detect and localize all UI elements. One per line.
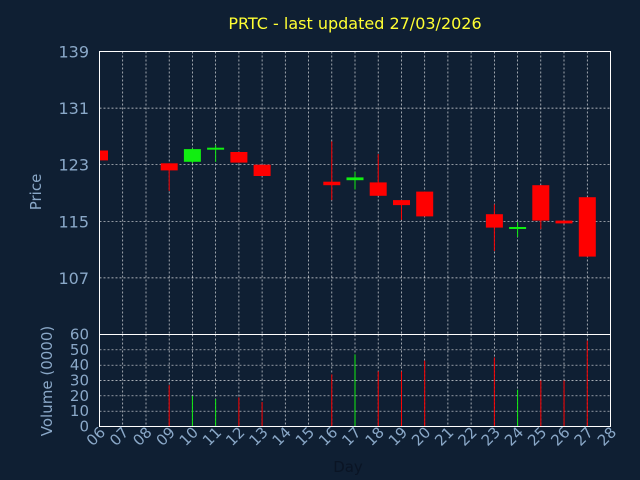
price-tick-label: 131 <box>58 99 89 118</box>
candle-body <box>207 147 225 150</box>
candle-body <box>578 197 596 257</box>
candle-body <box>509 227 527 229</box>
candle-body <box>416 191 434 217</box>
x-tick-label: 28 <box>594 423 620 449</box>
candle-body <box>230 152 248 163</box>
chart-title: PRTC - last updated 27/03/2026 <box>228 14 481 33</box>
candle <box>183 148 201 164</box>
volume-tick-label: 20 <box>70 387 89 405</box>
candle-body <box>532 185 550 221</box>
x-axis-labels: 0607080910111213141516171819202122232425… <box>83 423 620 449</box>
candle-body <box>99 150 108 161</box>
x-axis-title: Day <box>333 458 363 476</box>
price-tick-label: 139 <box>58 43 89 62</box>
candle-body <box>369 182 387 196</box>
candle <box>160 163 178 191</box>
candle <box>555 220 573 224</box>
candles <box>99 141 596 257</box>
candle-body <box>253 164 271 176</box>
candle <box>207 144 225 162</box>
candle <box>346 171 364 190</box>
price-tick-label: 115 <box>58 212 89 231</box>
volume-tick-label: 60 <box>70 326 89 344</box>
candle-body <box>160 163 178 171</box>
price-tick-label: 107 <box>58 269 89 288</box>
candle <box>323 141 341 201</box>
candle <box>532 185 550 230</box>
candle <box>99 150 108 161</box>
candle <box>230 152 248 163</box>
candle <box>393 200 410 220</box>
candle <box>369 154 387 196</box>
price-tick-label: 123 <box>58 156 89 175</box>
candle-body <box>485 214 503 228</box>
candle-body <box>393 200 410 206</box>
volume-axis-title: Volume (0000) <box>38 326 56 436</box>
candle-body <box>323 181 341 186</box>
volume-tick-label: 10 <box>70 402 89 420</box>
candle-body <box>555 220 573 224</box>
candle <box>485 204 503 251</box>
candle <box>253 164 271 176</box>
candle <box>578 197 596 257</box>
candle <box>416 191 434 217</box>
volume-tick-label: 0 <box>79 418 89 436</box>
candle-body <box>346 177 364 181</box>
volume-tick-label: 40 <box>70 356 89 374</box>
price-axis-title: Price <box>27 174 45 211</box>
candle <box>509 222 527 237</box>
volume-tick-label: 30 <box>70 372 89 390</box>
volume-bars <box>168 340 588 427</box>
candle-body <box>183 149 201 162</box>
volume-tick-label: 50 <box>70 341 89 359</box>
volume-panel-frame <box>99 334 611 427</box>
price-axis-labels: 107 115 123 131 139 <box>58 43 89 288</box>
